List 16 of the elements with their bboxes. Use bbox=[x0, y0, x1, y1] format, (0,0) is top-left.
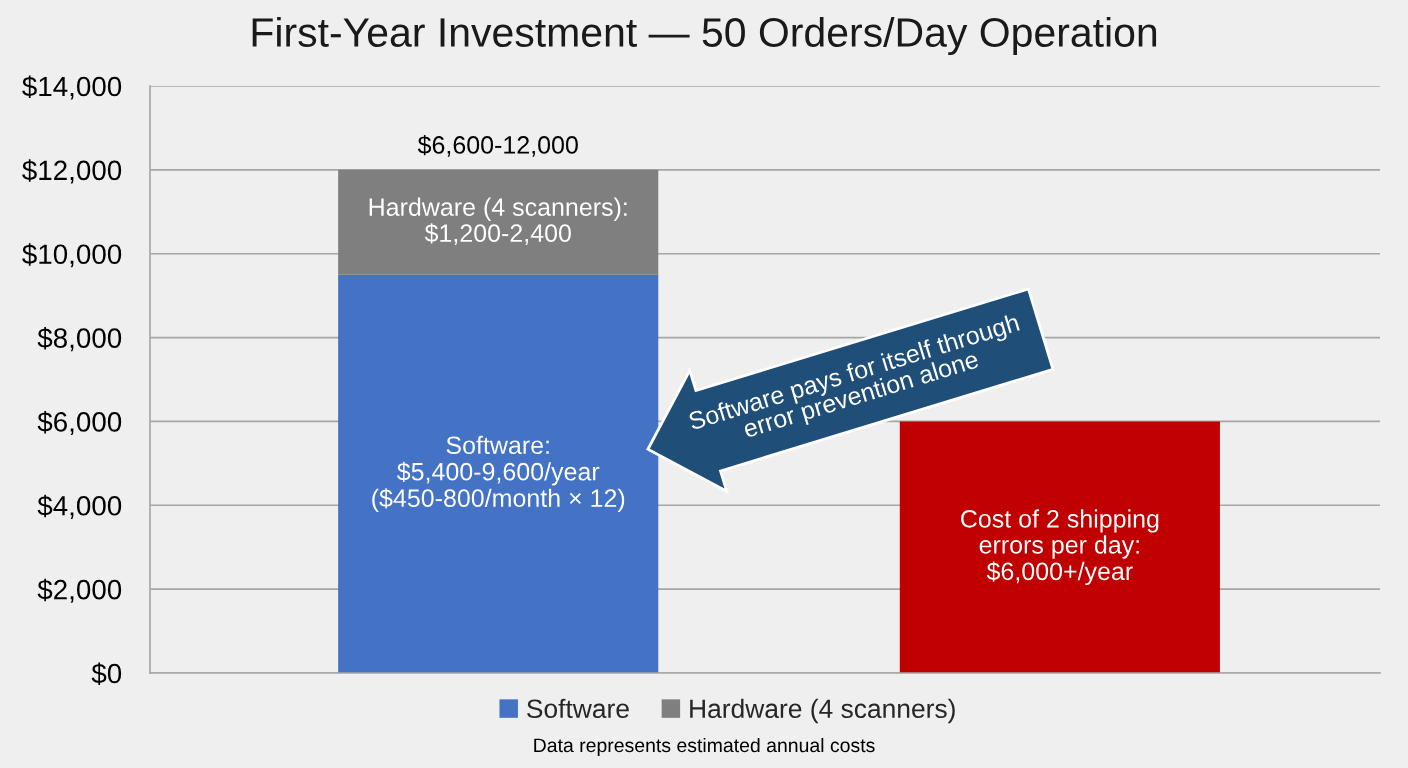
total-label: $6,600-12,000 bbox=[417, 135, 578, 157]
data-label: Cost of 2 shipping errors per day: $6,000+/year bbox=[961, 509, 1159, 586]
y-tick-label: $12,000 bbox=[22, 159, 122, 184]
data-label: Hardware (4 scanners): $1,200-2,400 bbox=[369, 197, 627, 245]
legend-label: Software bbox=[527, 698, 629, 719]
chart-title: First-Year Investment — 50 Orders/Day Operation bbox=[252, 16, 1157, 56]
y-tick-label: $10,000 bbox=[22, 243, 122, 268]
data-label: Software: $5,400-9,600/year ($450-800/month × 12) bbox=[372, 435, 625, 512]
y-tick-label: $2,000 bbox=[37, 578, 122, 603]
y-tick-label: $4,000 bbox=[37, 494, 122, 519]
text: Data represents estimated annual costs bbox=[534, 737, 875, 757]
legend-label: Hardware (4 scanners) bbox=[690, 698, 955, 724]
y-tick-label: $0 bbox=[91, 662, 122, 685]
y-tick-label: $8,000 bbox=[37, 327, 122, 352]
y-tick-label: $6,000 bbox=[37, 410, 122, 436]
y-tick-label: $14,000 bbox=[22, 75, 122, 100]
